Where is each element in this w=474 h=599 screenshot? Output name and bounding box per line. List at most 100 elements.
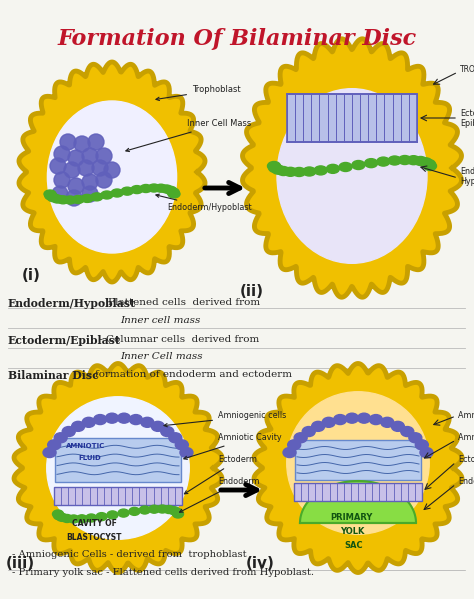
Text: AMNIOTIC: AMNIOTIC bbox=[66, 443, 105, 449]
Text: Inner Cell Mass: Inner Cell Mass bbox=[126, 119, 251, 152]
Text: YOLK: YOLK bbox=[340, 527, 365, 536]
Ellipse shape bbox=[141, 418, 154, 427]
Ellipse shape bbox=[303, 167, 316, 176]
Circle shape bbox=[52, 186, 68, 202]
Ellipse shape bbox=[287, 392, 429, 534]
Ellipse shape bbox=[72, 421, 85, 431]
Circle shape bbox=[88, 134, 104, 150]
Polygon shape bbox=[300, 481, 416, 523]
Ellipse shape bbox=[111, 189, 123, 197]
Text: Endoderm/Hypoblast: Endoderm/Hypoblast bbox=[156, 194, 252, 213]
Text: TROPHOBLAST: TROPHOBLAST bbox=[460, 65, 474, 74]
Ellipse shape bbox=[357, 413, 371, 423]
Ellipse shape bbox=[161, 426, 174, 437]
Text: - Primary yolk sac - Flattened cells derived from Hypoblast.: - Primary yolk sac - Flattened cells der… bbox=[12, 568, 314, 577]
Circle shape bbox=[60, 134, 76, 150]
Ellipse shape bbox=[86, 514, 97, 522]
Ellipse shape bbox=[139, 506, 150, 514]
Circle shape bbox=[66, 190, 82, 206]
Ellipse shape bbox=[377, 157, 390, 166]
Ellipse shape bbox=[422, 159, 436, 168]
Polygon shape bbox=[243, 39, 462, 297]
Polygon shape bbox=[14, 364, 222, 573]
Ellipse shape bbox=[294, 432, 307, 443]
Ellipse shape bbox=[369, 415, 383, 425]
Ellipse shape bbox=[164, 506, 174, 513]
Ellipse shape bbox=[277, 89, 427, 264]
Ellipse shape bbox=[334, 415, 346, 425]
Circle shape bbox=[50, 158, 66, 174]
Circle shape bbox=[68, 178, 84, 194]
Ellipse shape bbox=[118, 413, 130, 423]
Text: (ii): (ii) bbox=[240, 284, 264, 299]
Ellipse shape bbox=[339, 162, 352, 171]
Ellipse shape bbox=[62, 515, 73, 522]
Ellipse shape bbox=[106, 413, 118, 423]
Polygon shape bbox=[19, 62, 205, 282]
Text: Amniotic cavity: Amniotic cavity bbox=[458, 434, 474, 443]
Ellipse shape bbox=[155, 184, 167, 192]
Ellipse shape bbox=[283, 447, 296, 458]
Text: (iii): (iii) bbox=[6, 556, 35, 571]
Bar bbox=[54, 487, 182, 505]
Ellipse shape bbox=[76, 515, 87, 523]
Circle shape bbox=[82, 174, 98, 190]
Text: Trophoblast: Trophoblast bbox=[156, 86, 241, 101]
Ellipse shape bbox=[107, 511, 118, 519]
Ellipse shape bbox=[62, 426, 75, 437]
Ellipse shape bbox=[93, 415, 107, 425]
Ellipse shape bbox=[415, 440, 428, 450]
Ellipse shape bbox=[82, 418, 95, 427]
Ellipse shape bbox=[47, 101, 177, 253]
Ellipse shape bbox=[81, 195, 93, 202]
Bar bbox=[287, 94, 417, 142]
Circle shape bbox=[96, 148, 112, 164]
Ellipse shape bbox=[68, 515, 79, 523]
Ellipse shape bbox=[314, 166, 327, 175]
Ellipse shape bbox=[48, 440, 61, 450]
Ellipse shape bbox=[352, 161, 365, 170]
Ellipse shape bbox=[168, 507, 180, 515]
Ellipse shape bbox=[54, 432, 67, 443]
Text: SAC: SAC bbox=[344, 541, 363, 550]
Ellipse shape bbox=[381, 418, 394, 427]
Text: FLUID: FLUID bbox=[78, 455, 101, 461]
Polygon shape bbox=[254, 364, 462, 573]
Circle shape bbox=[64, 162, 80, 178]
Text: (i): (i) bbox=[22, 268, 41, 283]
Ellipse shape bbox=[56, 513, 68, 521]
Ellipse shape bbox=[129, 507, 140, 515]
Ellipse shape bbox=[272, 165, 285, 174]
Ellipse shape bbox=[267, 162, 281, 171]
Circle shape bbox=[54, 172, 70, 188]
Ellipse shape bbox=[45, 192, 57, 200]
Circle shape bbox=[78, 160, 94, 176]
Text: Ectoderm/
Epiblast: Ectoderm/ Epiblast bbox=[460, 108, 474, 128]
Text: Ectoderm: Ectoderm bbox=[458, 455, 474, 464]
Ellipse shape bbox=[401, 426, 414, 437]
Ellipse shape bbox=[161, 185, 173, 193]
Ellipse shape bbox=[423, 162, 437, 171]
Ellipse shape bbox=[392, 421, 404, 431]
Ellipse shape bbox=[157, 505, 168, 513]
Text: Endoderm: Endoderm bbox=[458, 477, 474, 486]
Text: Endoderm/Hypoblast: Endoderm/Hypoblast bbox=[8, 298, 136, 309]
Ellipse shape bbox=[175, 440, 188, 450]
Circle shape bbox=[82, 186, 98, 202]
Text: Ectoderm/Epiblast: Ectoderm/Epiblast bbox=[8, 335, 121, 346]
Ellipse shape bbox=[277, 167, 290, 176]
Ellipse shape bbox=[168, 190, 180, 198]
Ellipse shape bbox=[140, 184, 152, 192]
Bar bbox=[294, 483, 422, 501]
Ellipse shape bbox=[96, 513, 107, 521]
Ellipse shape bbox=[269, 164, 282, 173]
Ellipse shape bbox=[284, 167, 297, 176]
Ellipse shape bbox=[148, 184, 160, 192]
Ellipse shape bbox=[54, 512, 64, 520]
Circle shape bbox=[96, 172, 112, 188]
Ellipse shape bbox=[64, 196, 76, 204]
Circle shape bbox=[54, 146, 70, 162]
Ellipse shape bbox=[47, 397, 189, 539]
Circle shape bbox=[82, 148, 98, 164]
Ellipse shape bbox=[44, 190, 56, 198]
